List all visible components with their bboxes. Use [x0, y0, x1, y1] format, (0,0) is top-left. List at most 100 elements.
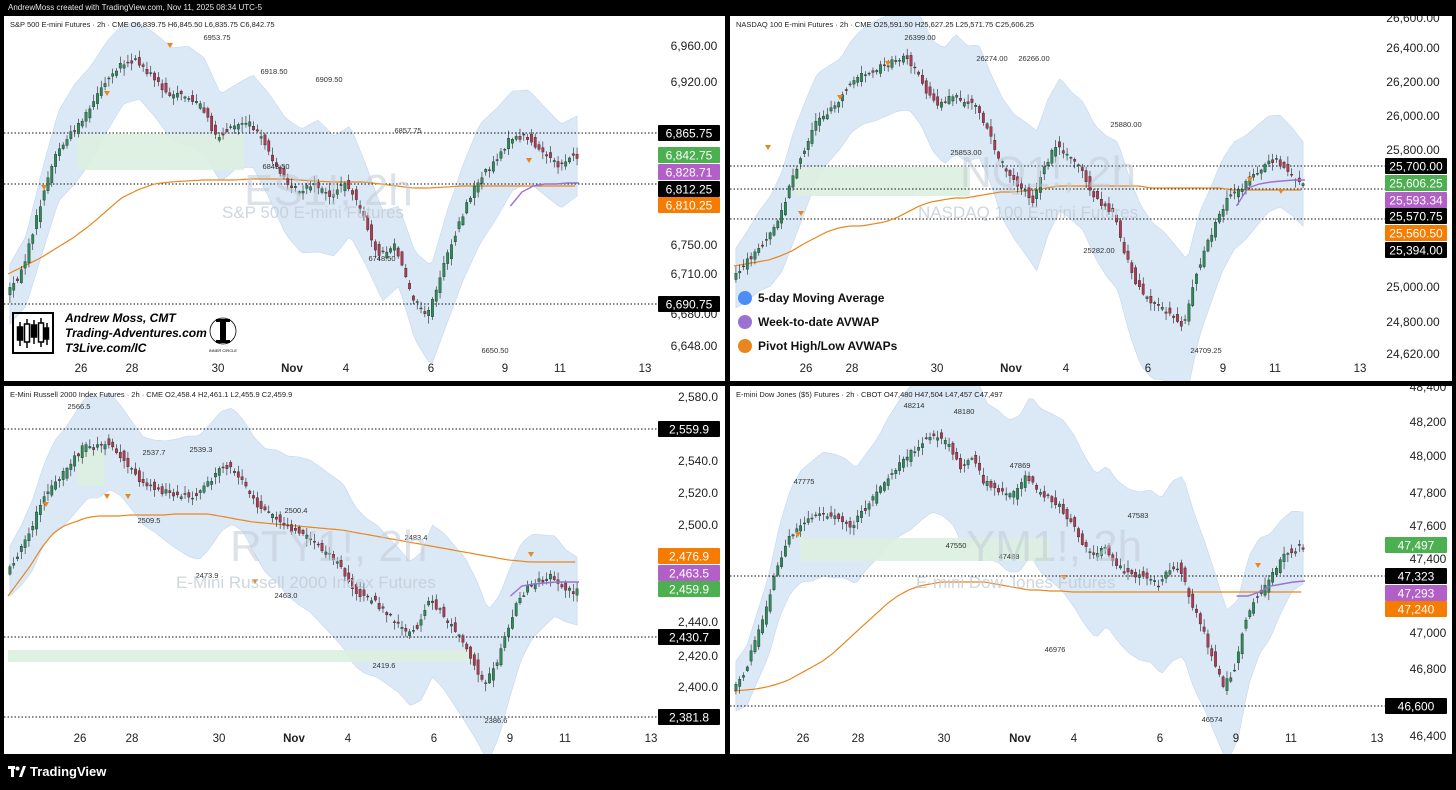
pivot-marker-icon — [1255, 563, 1261, 568]
candle-up — [1256, 173, 1259, 175]
author-website: Trading-Adventures.com — [65, 326, 207, 340]
price-annotation: 47488 — [999, 552, 1020, 561]
candle-down — [320, 543, 324, 552]
candle-up — [943, 440, 947, 445]
candle-down — [225, 129, 229, 133]
candle-up — [780, 210, 783, 224]
x-axis-label: 30 — [212, 363, 225, 375]
candle-up — [886, 65, 890, 68]
candle-up — [898, 60, 901, 62]
price-tag-bg — [658, 581, 720, 597]
price-tag-green: 25,606.25 — [1385, 175, 1447, 191]
chart-panel-rty[interactable]: 2566.5 2537.7 2539.3 2509.5 2500.4 2483.4 2473… — [4, 386, 725, 754]
candle-down — [396, 621, 400, 624]
price-annotation: 47550 — [946, 541, 967, 550]
candle-up — [77, 123, 80, 134]
candle-down — [541, 579, 545, 583]
candle-down — [1157, 304, 1160, 306]
candle-up — [442, 263, 446, 277]
candle-down — [837, 513, 841, 519]
price-tag-label: 25,593.34 — [1389, 194, 1443, 208]
symbol-header: S&P 500 E-mini Futures · 2h · CME O6,839… — [10, 20, 275, 29]
candle-down — [126, 458, 130, 467]
candle-down — [993, 140, 997, 150]
candle-down — [1122, 571, 1126, 574]
tradingview-footer[interactable]: TradingView — [8, 764, 106, 779]
candle-up — [1237, 189, 1240, 198]
candle-up — [1233, 191, 1236, 194]
candle-down — [160, 486, 164, 495]
candle-up — [453, 235, 457, 243]
candle-down — [959, 458, 962, 470]
candle-down — [134, 468, 137, 475]
candle-down — [221, 466, 225, 469]
candle-up — [860, 510, 863, 518]
candle-down — [354, 189, 358, 200]
pivot-marker-icon — [528, 552, 534, 557]
candle-down — [1301, 547, 1305, 550]
candle-up — [780, 557, 783, 567]
candle-up — [480, 177, 484, 184]
chart-canvas-rty[interactable]: 2566.5 2537.7 2539.3 2509.5 2500.4 2483.4 2473… — [4, 386, 725, 754]
candle-up — [335, 561, 339, 564]
candle-down — [1179, 562, 1183, 574]
candle-down — [822, 513, 825, 515]
candle-up — [210, 481, 214, 485]
candle-up — [549, 573, 552, 580]
candle-up — [38, 504, 42, 515]
candle-down — [229, 462, 233, 468]
candle-up — [103, 83, 107, 87]
candle-up — [313, 183, 316, 186]
candle-up — [69, 131, 73, 139]
candle-up — [776, 565, 780, 576]
candle-down — [1278, 159, 1282, 167]
candle-up — [111, 73, 115, 77]
candle-up — [894, 60, 898, 62]
chart-canvas-nq[interactable]: 26399.00 26274.00 26266.00 25880.00 25853.00… — [730, 16, 1452, 381]
candle-up — [195, 101, 198, 103]
price-tag-label: 2,476.9 — [669, 550, 709, 564]
candle-up — [761, 619, 764, 634]
price-tag-purple: 6,828.71 — [658, 164, 720, 180]
candle-up — [1248, 610, 1252, 617]
chart-panel-ym[interactable]: 48214 48180 47869 47775 47583 47550 47488 46976… — [730, 386, 1452, 754]
y-axis-label: 6,710.00 — [671, 267, 718, 281]
candle-down — [1077, 528, 1080, 538]
x-axis-label: 13 — [1371, 733, 1384, 745]
x-axis-label: Nov — [283, 733, 305, 745]
candle-down — [396, 247, 400, 257]
candle-down — [400, 251, 404, 266]
chart-panel-nq[interactable]: 26399.00 26274.00 26266.00 25880.00 25853.00… — [730, 16, 1452, 381]
candle-down — [549, 152, 552, 158]
candle-down — [1008, 170, 1012, 176]
candle-up — [244, 122, 248, 125]
price-annotation: 26399.00 — [904, 33, 935, 42]
candle-down — [1210, 648, 1214, 657]
pivot-marker-icon — [252, 579, 258, 584]
price-tag-bg — [1385, 175, 1447, 191]
candle-down — [533, 137, 537, 148]
candle-up — [164, 489, 168, 494]
candle-down — [221, 133, 225, 136]
candle-down — [99, 444, 103, 446]
candle-down — [1130, 262, 1134, 273]
candle-up — [46, 491, 50, 494]
candle-down — [290, 524, 293, 533]
candle-up — [1160, 307, 1164, 310]
candle-down — [461, 635, 465, 643]
chart-canvas-es[interactable]: 6953.75 6918.50 6909.50 6857.75 6843.50 6748.… — [4, 16, 725, 381]
candle-down — [742, 265, 745, 268]
chart-panel-es[interactable]: 6953.75 6918.50 6909.50 6857.75 6843.50 6748.… — [4, 16, 725, 381]
candle-up — [206, 481, 210, 487]
candle-down — [145, 69, 149, 75]
candle-up — [50, 166, 54, 183]
candle-down — [924, 437, 928, 439]
price-annotation: 6843.50 — [262, 162, 289, 171]
candle-down — [1092, 552, 1096, 555]
candle-down — [370, 224, 373, 241]
chart-canvas-ym[interactable]: 48214 48180 47869 47775 47583 47550 47488 46976… — [730, 386, 1452, 754]
candle-down — [183, 493, 187, 495]
price-annotation: 48214 — [904, 401, 925, 410]
candle-up — [499, 648, 503, 666]
y-axis-label: 25,800.00 — [1386, 143, 1440, 157]
